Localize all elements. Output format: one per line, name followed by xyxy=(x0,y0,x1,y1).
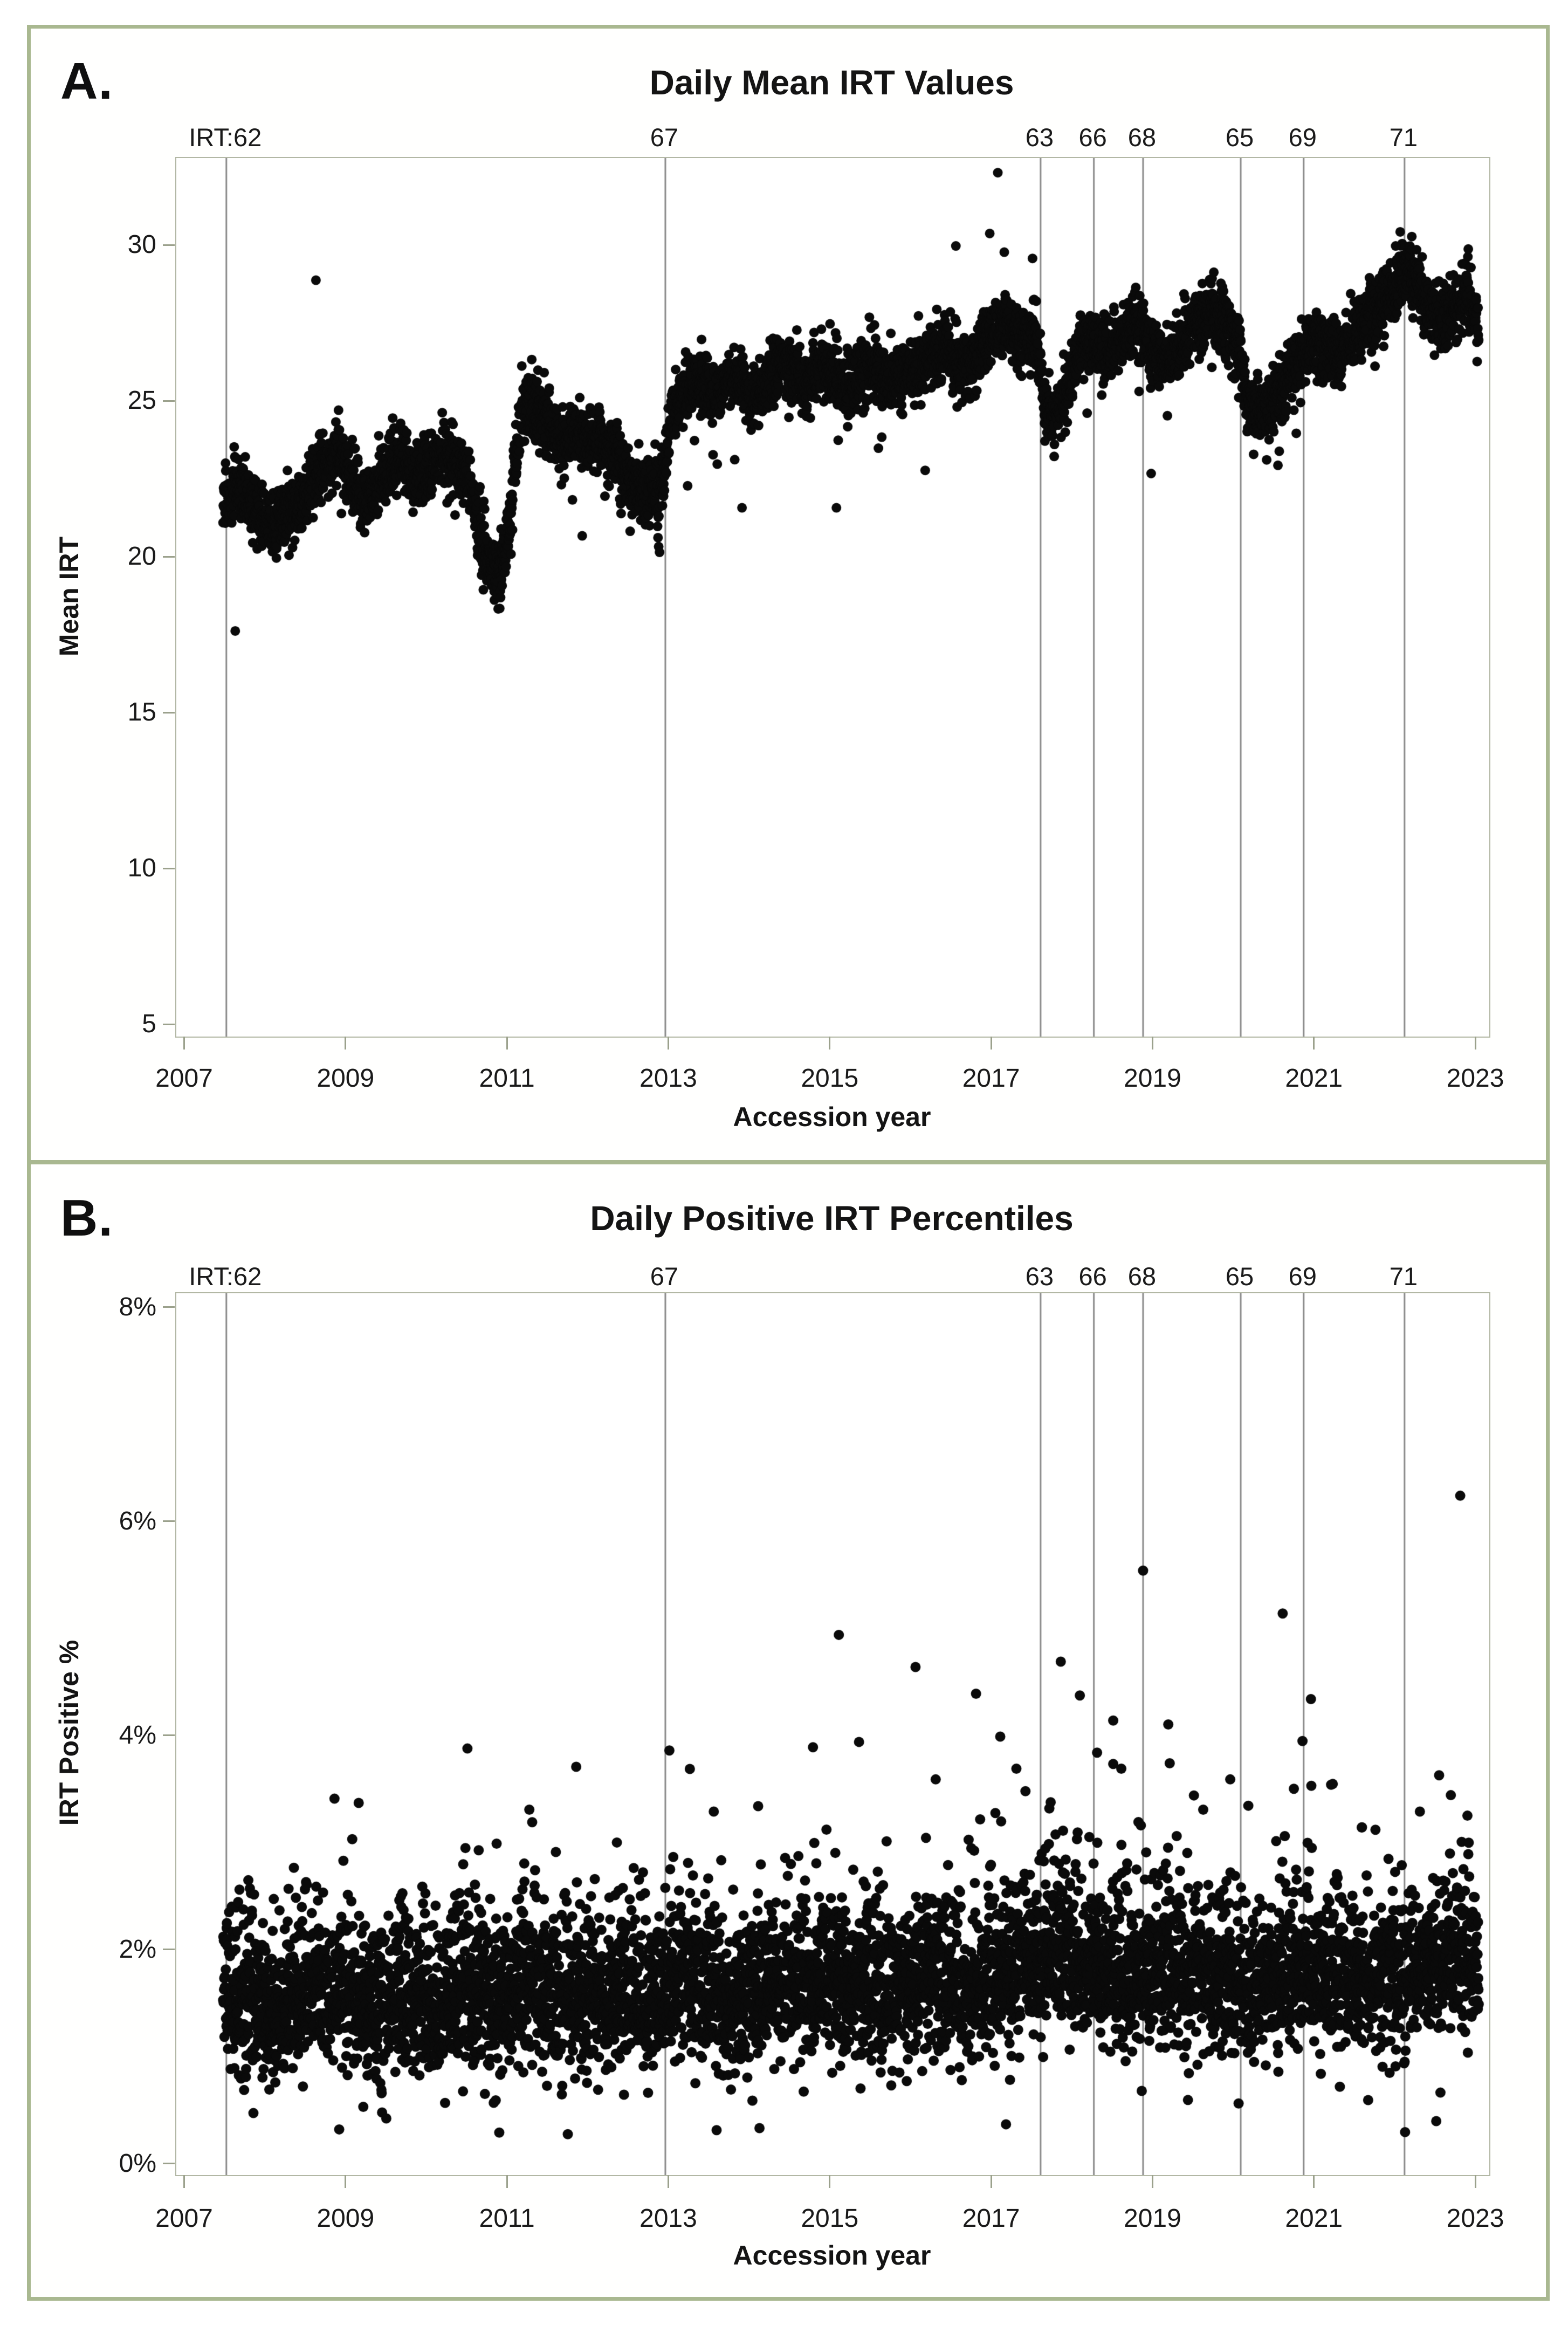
panel-b-y-tick-label: 2% xyxy=(119,1935,156,1964)
panel-a-title: Daily Mean IRT Values xyxy=(649,63,1014,102)
panel-b-x-tick-label: 2009 xyxy=(317,2204,375,2233)
panel-b-y-tick-label: 0% xyxy=(119,2149,156,2178)
panel-a-x-tick-label: 2013 xyxy=(639,1064,697,1093)
panel-a-x-tick-mark xyxy=(345,1037,347,1050)
panel-b-title: Daily Positive IRT Percentiles xyxy=(590,1199,1074,1238)
panel-a-y-tick-label: 5 xyxy=(142,1010,156,1039)
panel-b-x-tick-label: 2019 xyxy=(1124,2204,1181,2233)
panel-a-x-tick-mark xyxy=(1151,1037,1153,1050)
panel-b-x-tick-label: 2021 xyxy=(1285,2204,1343,2233)
panel-a-y-tick-label: 25 xyxy=(127,386,156,415)
panel-b-y-tick-mark xyxy=(163,1520,175,1522)
panel-a-x-tick-label: 2015 xyxy=(801,1064,859,1093)
panel-b-x-tick-label: 2011 xyxy=(479,2204,535,2233)
panel-b-y-tick-mark xyxy=(163,2163,175,2165)
panel-a-y-tick-mark xyxy=(163,867,175,869)
panel-a-x-tick-label: 2019 xyxy=(1124,1064,1181,1093)
panel-b-y-tick-mark xyxy=(163,1306,175,1308)
panel-b-corner-label: B. xyxy=(60,1189,113,1247)
panel-b-x-tick-mark xyxy=(829,2175,831,2188)
panel-a-ref-line-label: 67 xyxy=(650,123,679,152)
panel-b-ref-line-label: 68 xyxy=(1127,1262,1157,1291)
panel-b-x-tick-mark xyxy=(345,2175,347,2188)
panel-b-x-tick-mark xyxy=(506,2175,508,2188)
panel-a-x-tick-mark xyxy=(667,1037,669,1050)
panel-a-x-tick-label: 2023 xyxy=(1446,1064,1504,1093)
panel-a-y-tick-label: 15 xyxy=(127,698,156,727)
panel-a-points-canvas xyxy=(176,158,1489,1037)
panel-b-x-tick-label: 2015 xyxy=(801,2204,859,2233)
panel-a-y-tick-mark xyxy=(163,400,175,402)
panel-b-x-tick-mark xyxy=(183,2175,185,2188)
panel-b-ref-line-label: 67 xyxy=(650,1262,679,1291)
panel-a-corner-label: A. xyxy=(60,52,113,110)
panel-b-x-tick-mark xyxy=(990,2175,992,2188)
panel-a-x-tick-mark xyxy=(1474,1037,1476,1050)
panel-a-ref-line-label: 65 xyxy=(1225,123,1254,152)
panel-b-ref-line-label: IRT:62 xyxy=(189,1262,262,1291)
panel-a-y-tick-label: 30 xyxy=(127,230,156,259)
panel-a-y-tick-mark xyxy=(163,244,175,246)
panel-b-x-tick-mark xyxy=(667,2175,669,2188)
panel-b-x-tick-label: 2023 xyxy=(1446,2204,1504,2233)
panel-b-ref-line-label: 63 xyxy=(1025,1262,1054,1291)
panel-b-x-tick-mark xyxy=(1474,2175,1476,2188)
panel-b-points-canvas xyxy=(176,1293,1489,2175)
panel-a-x-tick-label: 2017 xyxy=(962,1064,1020,1093)
panel-a-y-tick-mark xyxy=(163,711,175,714)
panel-b-y-tick-mark xyxy=(163,1949,175,1951)
panel-a-ref-line-label: 69 xyxy=(1288,123,1317,152)
panel-a-y-tick-label: 10 xyxy=(127,854,156,883)
panel-b-x-tick-mark xyxy=(1151,2175,1153,2188)
panel-b-y-tick-mark xyxy=(163,1734,175,1737)
panel-b-y-tick-label: 6% xyxy=(119,1506,156,1535)
panel-a-x-tick-mark xyxy=(990,1037,992,1050)
panel-b-ref-line-label: 71 xyxy=(1389,1262,1418,1291)
panel-a-x-tick-mark xyxy=(829,1037,831,1050)
panel-a-ref-line-label: 66 xyxy=(1078,123,1107,152)
panel-b-x-tick-label: 2017 xyxy=(962,2204,1020,2233)
panel-b-x-tick-mark xyxy=(1313,2175,1315,2188)
panel-a-y-tick-mark xyxy=(163,555,175,558)
panel-a-x-tick-label: 2011 xyxy=(479,1064,535,1093)
panel-b-ref-line-label: 65 xyxy=(1225,1262,1254,1291)
panel-b-y-tick-label: 8% xyxy=(119,1292,156,1321)
panel-divider xyxy=(27,1160,1550,1164)
panel-b-x-tick-label: 2007 xyxy=(155,2204,213,2233)
panel-a-ref-line-label: 63 xyxy=(1025,123,1054,152)
panel-a-ref-line-label: IRT:62 xyxy=(189,123,262,152)
panel-a-x-tick-mark xyxy=(183,1037,185,1050)
panel-a-x-tick-label: 2007 xyxy=(155,1064,213,1093)
panel-b-ref-line-label: 66 xyxy=(1078,1262,1107,1291)
panel-a-y-tick-label: 20 xyxy=(127,542,156,571)
panel-b-x-tick-label: 2013 xyxy=(639,2204,697,2233)
panel-a-x-axis-label: Accession year xyxy=(733,1102,931,1132)
panel-a-ref-line-label: 71 xyxy=(1389,123,1418,152)
panel-b-ref-line-label: 69 xyxy=(1288,1262,1317,1291)
panel-a-x-tick-label: 2009 xyxy=(317,1064,375,1093)
panel-a-y-tick-mark xyxy=(163,1023,175,1025)
panel-b-x-axis-label: Accession year xyxy=(733,2240,931,2271)
panel-b-plot-area xyxy=(175,1292,1490,2176)
panel-a-ref-line-label: 68 xyxy=(1127,123,1157,152)
panel-a-x-tick-mark xyxy=(506,1037,508,1050)
panel-a-x-tick-mark xyxy=(1313,1037,1315,1050)
panel-a-x-tick-label: 2021 xyxy=(1285,1064,1343,1093)
panel-b-y-tick-label: 4% xyxy=(119,1720,156,1750)
panel-a-plot-area xyxy=(175,157,1490,1038)
